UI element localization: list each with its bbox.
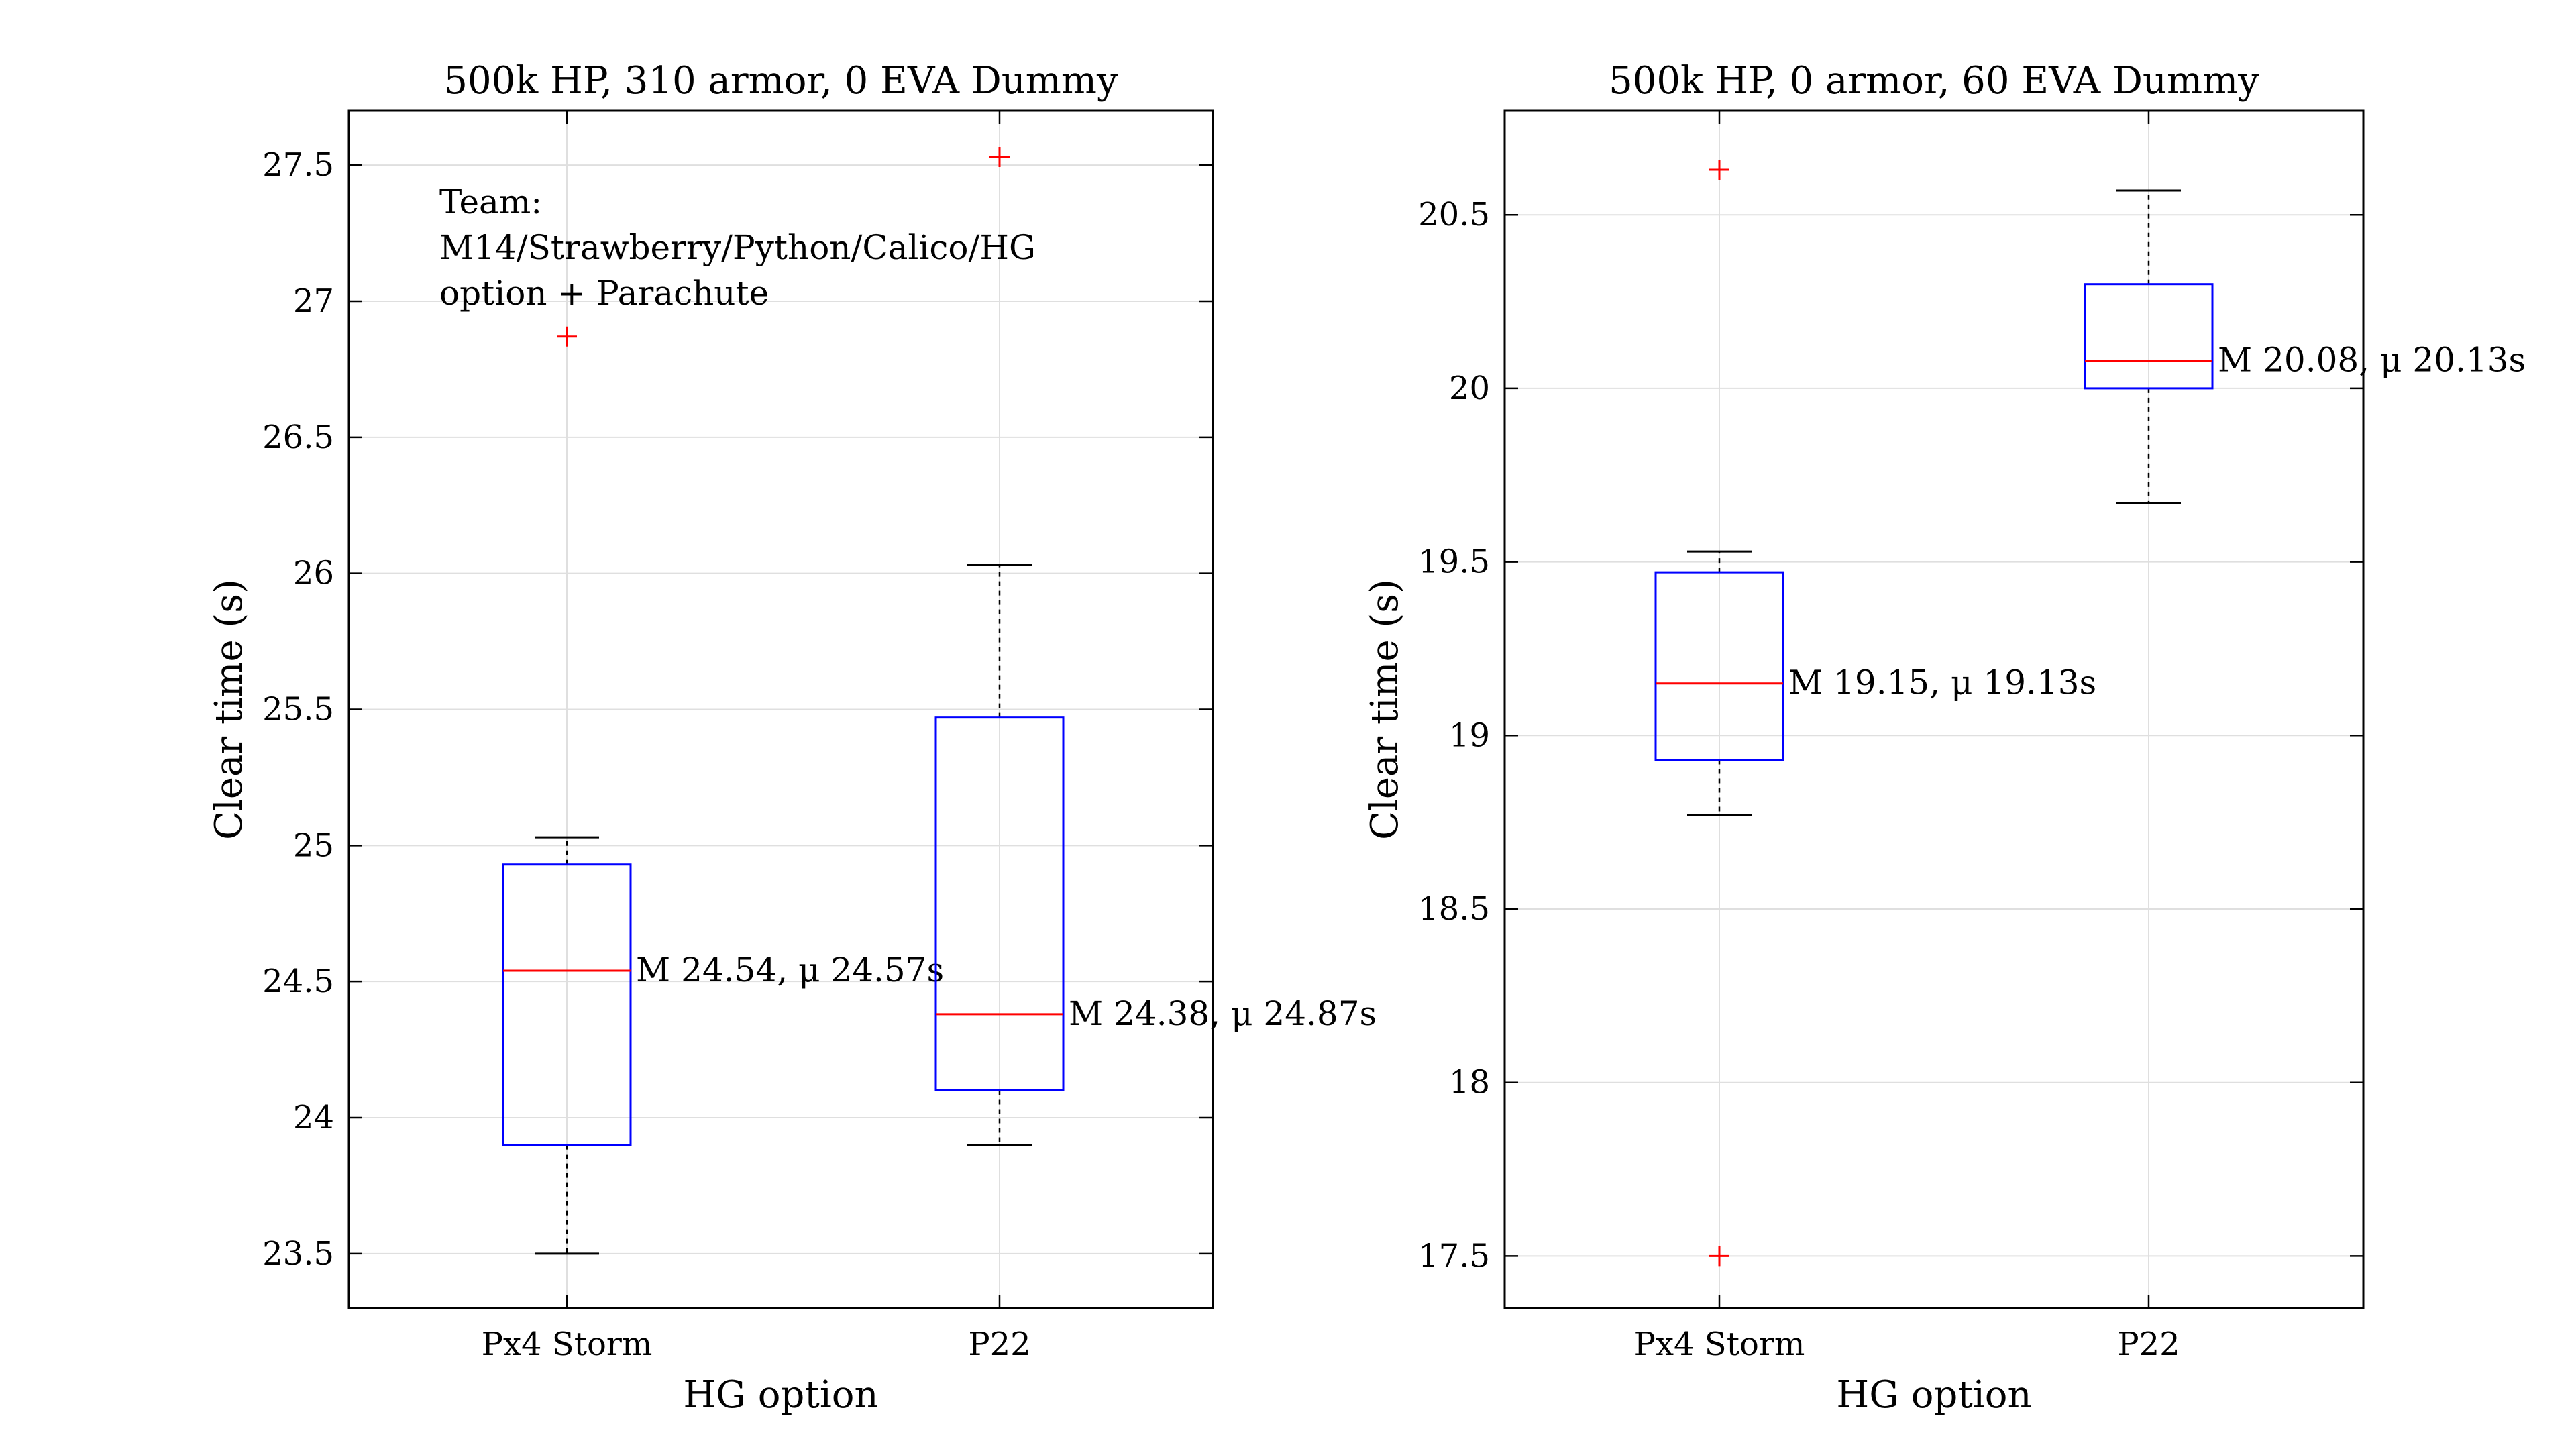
panel1-y-tick-label: 24: [293, 1099, 334, 1136]
panel2-axes-frame: [1503, 109, 2365, 1309]
panel1-x-tick-label: P22: [968, 1326, 1030, 1363]
panel2-y-tick-label: 19.5: [1418, 543, 1490, 581]
panel2-y-tick-label: 18: [1449, 1064, 1490, 1102]
panel1-y-tick-label: 24.5: [262, 963, 334, 1000]
panel2-median-mean-label: M 19.15, μ 19.13s: [1788, 663, 2096, 702]
panel1-median-mean-label: M 24.54, μ 24.57s: [636, 951, 944, 989]
panel1-x-axis-title: HG option: [683, 1373, 878, 1417]
panel2-box: [1654, 571, 1784, 761]
panel1-title: 500k HP, 310 armor, 0 EVA Dummy: [443, 59, 1118, 103]
panel2-outlier-marker: [1709, 159, 1729, 180]
panel1-team-annotation-line: Team:: [439, 182, 542, 221]
panel2-y-axis-title: Clear time (s): [1363, 579, 1407, 840]
panel2-title: 500k HP, 0 armor, 60 EVA Dummy: [1609, 59, 2259, 103]
panel2-y-tick-label: 20: [1449, 370, 1490, 407]
panel1-team-annotation-line: option + Parachute: [439, 274, 769, 313]
panel1-team-annotation-line: M14/Strawberry/Python/Calico/HG: [439, 228, 1036, 267]
panel1-box: [502, 863, 632, 1146]
panel1-box: [934, 716, 1065, 1091]
panel1-x-tick-label: Px4 Storm: [482, 1326, 653, 1363]
panel2-y-tick-label: 19: [1449, 716, 1490, 754]
panel2-box: [2084, 283, 2214, 390]
panel2-median-mean-label: M 20.08, μ 20.13s: [2218, 341, 2526, 380]
panel1-y-axis-title: Clear time (s): [207, 579, 251, 840]
panel2-x-axis-title: HG option: [1836, 1373, 2031, 1417]
panel1-y-tick-label: 25: [293, 826, 334, 864]
panel1-y-tick-label: 25.5: [262, 691, 334, 729]
panel1-median-mean-label: M 24.38, μ 24.87s: [1069, 994, 1377, 1033]
panel1-y-tick-label: 23.5: [262, 1235, 334, 1273]
panel2-x-tick-label: P22: [2117, 1326, 2180, 1363]
panel2-y-tick-label: 18.5: [1418, 890, 1490, 928]
panel1-y-tick-label: 26: [293, 555, 334, 592]
panel1-y-tick-label: 27.5: [262, 146, 334, 184]
panel1-outlier-marker: [989, 146, 1010, 167]
panel1-y-tick-label: 27: [293, 282, 334, 320]
panel1-y-tick-label: 26.5: [262, 419, 334, 456]
panel1-outlier-marker: [557, 326, 577, 347]
panel2-outlier-marker: [1709, 1246, 1729, 1267]
panel2-y-tick-label: 20.5: [1418, 196, 1490, 233]
panel2-x-tick-label: Px4 Storm: [1634, 1326, 1805, 1363]
panel2-y-tick-label: 17.5: [1418, 1237, 1490, 1275]
panel1-axes-frame: [347, 109, 1214, 1309]
